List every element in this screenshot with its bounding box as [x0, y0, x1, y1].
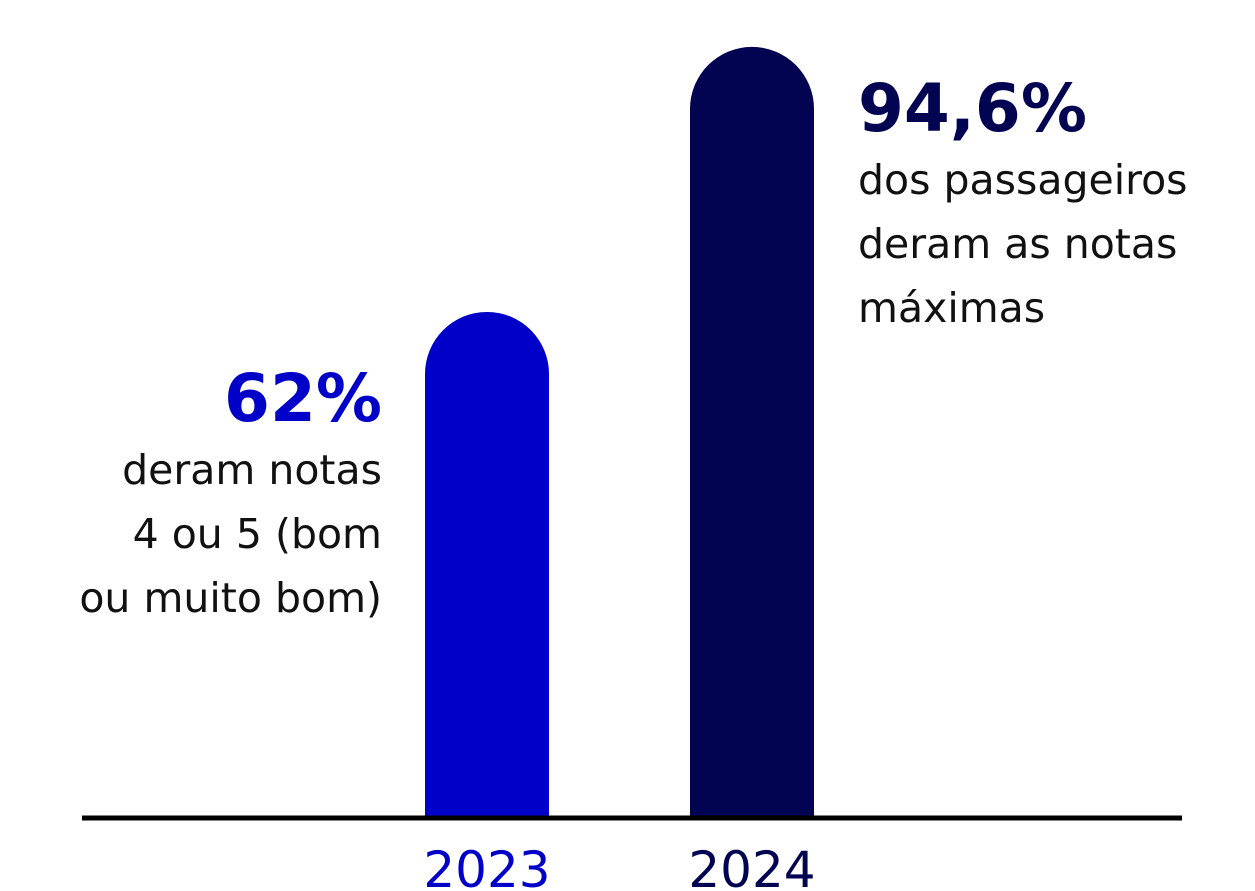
- x-tick-label-2023: 2023: [423, 841, 550, 891]
- bar-2023: [424, 311, 549, 816]
- annotation-2024: 94,6% dos passageiros deram as notas máx…: [858, 70, 1188, 340]
- annotation-2023: 62% deram notas 4 ou 5 (bom ou muito bom…: [79, 360, 382, 630]
- x-tick-labels: 2023 2024: [423, 841, 815, 891]
- annotation-2023-line-1: deram notas: [122, 446, 382, 494]
- x-tick-label-2024: 2024: [688, 841, 815, 891]
- annotation-2023-line-2: 4 ou 5 (bom: [132, 510, 382, 558]
- annotation-2024-line-1: dos passageiros: [858, 156, 1188, 204]
- annotation-2023-value: 62%: [224, 360, 382, 437]
- annotation-2024-line-2: deram as notas: [858, 220, 1178, 268]
- annotation-2023-line-3: ou muito bom): [79, 574, 382, 622]
- bars-group: [424, 46, 814, 817]
- bar-2024: [690, 46, 814, 817]
- annotation-2024-line-3: máximas: [858, 284, 1046, 332]
- annotation-2024-value: 94,6%: [858, 70, 1087, 147]
